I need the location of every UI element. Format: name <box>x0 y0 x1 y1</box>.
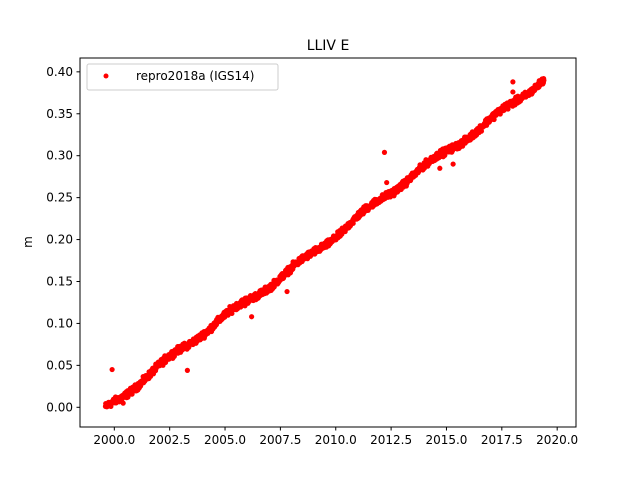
outlier-point <box>249 314 255 320</box>
data-point <box>541 77 547 83</box>
x-tick-label: 2017.5 <box>481 433 523 447</box>
x-axis: 2000.0 2002.5 2005.0 2007.5 2010.0 2012.5 2015… <box>93 427 578 447</box>
x-tick-label: 2015.0 <box>425 433 467 447</box>
outlier-point <box>381 149 388 155</box>
y-tick-label: 0.20 <box>46 233 73 247</box>
outlier-point <box>242 303 248 309</box>
y-tick-label: 0.05 <box>46 358 73 372</box>
data-point <box>478 128 485 134</box>
outlier-point <box>120 400 126 406</box>
outlier-point <box>284 288 290 295</box>
y-tick-label: 0.25 <box>46 191 73 205</box>
outlier-point <box>384 179 390 186</box>
y-tick-label: 0.40 <box>46 65 73 79</box>
y-tick-label: 0.00 <box>46 400 73 414</box>
x-tick-label: 2012.5 <box>370 433 412 447</box>
outlier-point <box>510 79 516 85</box>
legend-label: repro2018a (IGS14) <box>136 69 254 83</box>
y-tick-label: 0.15 <box>46 274 73 288</box>
legend-box <box>86 63 279 91</box>
outlier-point <box>184 367 190 373</box>
legend-marker <box>103 73 109 79</box>
data-points <box>102 76 547 410</box>
outlier-point <box>437 165 443 171</box>
x-tick-label: 2010.0 <box>315 433 357 447</box>
x-tick-label: 2020.0 <box>536 433 578 447</box>
x-tick-label: 2002.5 <box>149 433 191 447</box>
chart-title: LLIV E <box>307 38 350 54</box>
y-axis: 0.00 0.05 0.10 0.15 0.20 0.25 0.30 0.35 0.40 <box>46 65 80 414</box>
y-tick-label: 0.10 <box>46 316 73 330</box>
legend: repro2018a (IGS14) <box>86 63 279 91</box>
outlier-point <box>450 161 456 167</box>
outlier-point <box>510 89 516 95</box>
x-tick-label: 2007.5 <box>259 433 301 447</box>
outlier-point <box>109 366 115 373</box>
x-tick-label: 2000.0 <box>93 433 135 447</box>
y-tick-label: 0.30 <box>46 149 73 163</box>
y-tick-label: 0.35 <box>46 107 73 121</box>
x-tick-label: 2005.0 <box>204 433 246 447</box>
plot-area-frame <box>79 57 577 428</box>
y-axis-label: m <box>21 236 35 248</box>
